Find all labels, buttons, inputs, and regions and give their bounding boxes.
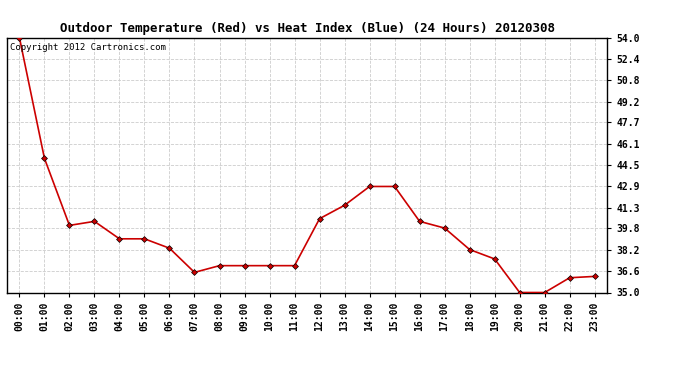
Title: Outdoor Temperature (Red) vs Heat Index (Blue) (24 Hours) 20120308: Outdoor Temperature (Red) vs Heat Index …: [59, 22, 555, 35]
Text: Copyright 2012 Cartronics.com: Copyright 2012 Cartronics.com: [10, 43, 166, 52]
